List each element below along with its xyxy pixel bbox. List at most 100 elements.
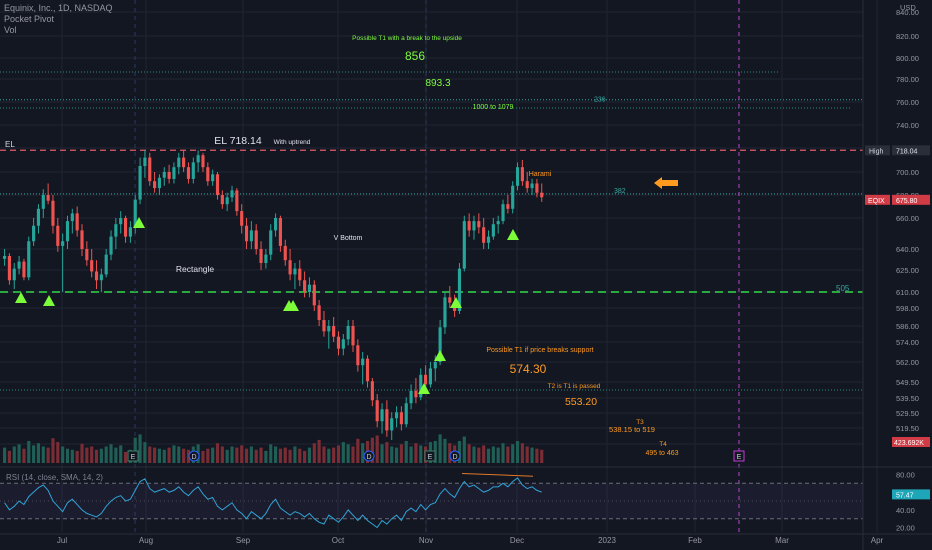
- candle-body: [240, 211, 244, 226]
- candle-body: [525, 181, 529, 189]
- candle-body: [56, 225, 60, 246]
- chart-annotation: T2 is T1 is passed: [548, 383, 601, 390]
- candle-body: [351, 326, 355, 346]
- volume-bar: [75, 450, 79, 463]
- volume-bar: [32, 445, 36, 463]
- chart-annotation: 495 to 463: [645, 450, 678, 457]
- candle-body: [472, 221, 476, 231]
- volume-bar: [215, 443, 220, 463]
- chart-annotation: 574.30: [510, 362, 547, 376]
- pocket-pivot-marker: [418, 383, 430, 394]
- candle-body: [123, 218, 128, 237]
- volume-bar: [322, 446, 326, 463]
- dividend-marker: [363, 450, 375, 462]
- volume-bar: [235, 447, 239, 463]
- candle-body: [148, 157, 152, 182]
- level-label-el: EL: [5, 140, 15, 149]
- volume-bar: [414, 443, 418, 463]
- volume-bar: [182, 448, 186, 463]
- volume-bar: [123, 452, 128, 463]
- candle-body: [157, 177, 162, 189]
- candle-body: [336, 336, 341, 349]
- pocket-pivot-marker: [43, 295, 55, 306]
- volume-bar: [119, 445, 123, 463]
- candle-body: [486, 236, 491, 243]
- candle-body: [341, 339, 345, 349]
- event-letter: D: [452, 454, 457, 461]
- pocket-pivot-marker: [287, 300, 299, 311]
- high-tag-label: High: [869, 148, 884, 155]
- candle-body: [477, 221, 481, 228]
- last-price-label: 675.80: [896, 198, 918, 205]
- candle-body: [32, 225, 36, 242]
- indicator-volume[interactable]: Vol: [4, 25, 17, 35]
- volume-bar: [17, 444, 21, 463]
- candle-body: [201, 155, 205, 168]
- candle-body: [496, 221, 500, 225]
- volume-bar: [143, 442, 147, 463]
- candle-body: [259, 249, 263, 263]
- event-letter: E: [428, 454, 433, 461]
- rsi-divergence-line: [461, 473, 534, 477]
- candle-body: [283, 245, 287, 261]
- y-tick-label: 700.00: [896, 168, 919, 177]
- volume-bar: [501, 443, 505, 463]
- volume-bar: [80, 443, 84, 463]
- indicator-pocket-pivot[interactable]: Pocket Pivot: [4, 14, 55, 24]
- symbol-line[interactable]: Equinix, Inc., 1D, NASDAQ: [4, 3, 113, 13]
- volume-bar: [457, 441, 462, 463]
- y-tick-label: 610.00: [896, 288, 919, 297]
- volume-bar: [327, 448, 331, 463]
- candle-body: [438, 327, 442, 362]
- candle-body: [511, 185, 515, 209]
- volume-bar: [104, 446, 108, 463]
- chart-annotation: 893.3: [425, 78, 450, 89]
- candle-body: [172, 167, 176, 179]
- volume-bar: [244, 448, 249, 463]
- volume-bar: [99, 448, 103, 463]
- rsi-tick-label: 40.00: [896, 506, 915, 515]
- volume-bar: [22, 448, 26, 463]
- volume-bar: [419, 445, 423, 463]
- chart-annotation: Harami: [529, 171, 552, 178]
- volume-bar: [370, 437, 374, 463]
- candle-body: [428, 368, 433, 385]
- candle-body: [41, 195, 45, 209]
- candle-body: [133, 199, 137, 228]
- volume-bar: [148, 446, 152, 463]
- candle-body: [390, 418, 394, 431]
- volume-bar: [515, 441, 520, 463]
- volume-bar: [511, 444, 515, 463]
- volume-bar: [506, 446, 510, 463]
- candle-body: [80, 230, 84, 249]
- candle-body: [404, 403, 408, 425]
- rsi-tick-label: 80.00: [896, 470, 915, 479]
- volume-bar: [278, 448, 282, 463]
- chart-annotation: Possible T1 if price breaks support: [486, 347, 593, 354]
- candle-body: [143, 157, 147, 166]
- candle-body: [274, 218, 278, 231]
- volume-bar: [375, 435, 379, 463]
- chart-annotation: T4: [659, 441, 667, 448]
- volume-bar: [240, 445, 244, 463]
- candle-body: [530, 183, 534, 189]
- candle-body: [365, 358, 370, 382]
- volume-bar: [438, 434, 442, 463]
- candle-body: [385, 409, 389, 431]
- volume-bar: [61, 446, 65, 463]
- candle-body: [138, 166, 142, 200]
- candle-body: [220, 195, 224, 205]
- chart-annotation: 538.15 to 519: [609, 425, 655, 434]
- candle-body: [520, 167, 524, 182]
- volume-bar: [482, 445, 486, 463]
- candle-body: [249, 230, 253, 242]
- candle-body: [375, 400, 379, 422]
- candle-body: [322, 320, 326, 332]
- event-letter: D: [191, 454, 196, 461]
- earnings-marker: [733, 450, 745, 462]
- candle-body: [457, 268, 462, 311]
- symbol-tag-label: EQIX: [868, 198, 885, 205]
- candle-body: [17, 261, 21, 269]
- currency-label: USD: [900, 3, 916, 12]
- arrow-left-icon: [654, 177, 678, 189]
